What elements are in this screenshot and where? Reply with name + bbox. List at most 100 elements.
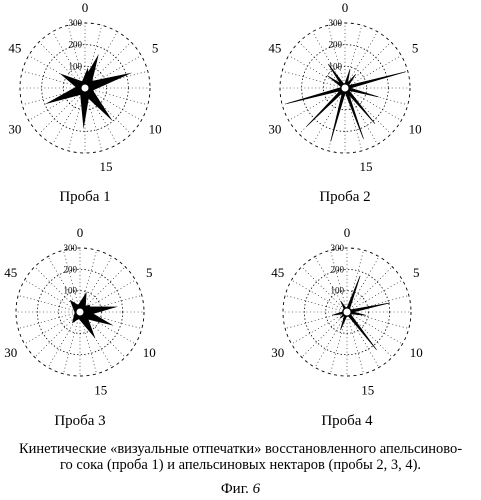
grid-ring-1 (325, 290, 369, 334)
radial-tick-label-300: 300 (331, 243, 345, 253)
radar-chart-4: 100 200 300 0 5 10 15 30 45 Проба 4 (271, 225, 423, 429)
axis-label-15: 15 (94, 382, 107, 397)
spike-6 (79, 87, 91, 130)
grid-spoke (330, 250, 348, 313)
axis-label-0: 0 (342, 0, 349, 15)
axis-label-45: 45 (8, 41, 21, 56)
radar-chart-2: 100 200 300 0 5 10 15 30 45 Проба 2 (268, 0, 421, 205)
chart-title: Проба 3 (54, 413, 105, 429)
radial-tick-label-100: 100 (331, 286, 345, 296)
axis-label-15: 15 (99, 159, 112, 174)
center-hub (342, 307, 352, 317)
radial-tick-label-100: 100 (64, 286, 78, 296)
axis-label-5: 5 (412, 41, 419, 56)
spike-7 (69, 299, 85, 316)
center-hub (75, 307, 85, 317)
grid-spoke (298, 41, 346, 89)
axis-label-10: 10 (410, 345, 423, 360)
axis-label-45: 45 (271, 265, 284, 280)
axis-label-45: 45 (4, 265, 17, 280)
axis-label-30: 30 (268, 122, 281, 137)
grid-ring-2 (303, 268, 391, 356)
axis-label-0: 0 (82, 0, 89, 15)
radar-chart-3: 100 200 300 0 5 10 15 30 45 Проба 3 (4, 225, 156, 429)
grid-spoke (314, 311, 348, 368)
axis-label-45: 45 (268, 41, 281, 56)
grid-spoke (84, 41, 132, 89)
axis-label-5: 5 (146, 265, 153, 280)
grid-spoke (346, 311, 403, 345)
grid-spoke (301, 311, 348, 358)
grid-spoke (346, 266, 393, 313)
grid-spoke (288, 87, 346, 121)
axis-label-0: 0 (344, 225, 351, 240)
radial-tick-label-200: 200 (331, 264, 345, 274)
grid-spoke (346, 279, 403, 313)
spike-3 (344, 71, 406, 90)
grid-spoke (63, 311, 81, 374)
spike-4 (345, 310, 377, 351)
spike-3 (83, 72, 133, 94)
grid-ring-outer (282, 247, 412, 377)
radial-tick-label-100: 100 (69, 61, 83, 71)
axis-label-0: 0 (77, 225, 84, 240)
grid-ring-1 (58, 290, 102, 334)
spike-1 (345, 275, 361, 313)
grid-spoke (346, 256, 380, 313)
axis-label-30: 30 (4, 345, 17, 360)
spike-6 (343, 87, 364, 140)
caption-line-2: го сока (проба 1) и апельсиновых нектаро… (59, 457, 422, 473)
axis-label-10: 10 (143, 345, 156, 360)
figure-caption: Кинетические «визуальные отпечатки» восс… (0, 441, 481, 473)
center-hub (80, 83, 90, 93)
grid-spoke (327, 25, 346, 89)
figure-label-word: Фиг. (220, 481, 249, 497)
grid-spoke (344, 55, 402, 89)
axis-label-30: 30 (271, 345, 284, 360)
grid-spoke (79, 266, 126, 313)
axis-label-5: 5 (152, 41, 159, 56)
axis-label-10: 10 (149, 122, 162, 137)
figure-label-number: 6 (252, 481, 261, 497)
center-hub (340, 83, 350, 93)
grid-spoke (291, 311, 348, 345)
caption-line-1: Кинетические «визуальные отпечатки» восс… (18, 441, 463, 457)
chart-title: Проба 1 (59, 189, 110, 205)
radial-tick-label-200: 200 (69, 40, 83, 50)
grid-spoke (18, 295, 81, 313)
radial-tick-label-300: 300 (69, 18, 83, 28)
spike-4 (77, 306, 114, 326)
grid-spoke (67, 25, 86, 89)
grid-spoke (344, 41, 392, 89)
grid-spoke (52, 31, 86, 89)
grid-spoke (312, 87, 346, 145)
radial-tick-label-300: 300 (64, 243, 78, 253)
grid-spoke (344, 31, 378, 89)
radial-tick-label-200: 200 (329, 40, 343, 50)
grid-spoke (285, 295, 348, 313)
grid-spoke (344, 87, 378, 145)
grid-ring-outer (15, 247, 145, 377)
spike-7 (44, 82, 88, 105)
radial-tick-label-300: 300 (329, 18, 343, 28)
radial-tick-label-200: 200 (64, 264, 78, 274)
grid-spoke (84, 87, 148, 106)
axis-label-30: 30 (8, 122, 21, 137)
grid-ring-2 (36, 268, 124, 356)
radial-tick-label-100: 100 (329, 61, 343, 71)
grid-spoke (52, 87, 86, 145)
axis-label-10: 10 (409, 122, 422, 137)
grid-spoke (18, 311, 81, 329)
chart-title: Проба 2 (319, 189, 370, 205)
radar-chart-1: 100 200 300 0 5 10 15 30 45 Проба 1 (8, 0, 161, 205)
chart-title: Проба 4 (321, 413, 373, 429)
grid-spoke (344, 87, 402, 121)
axis-label-15: 15 (359, 159, 372, 174)
figure-label: Фиг. 6 (0, 481, 481, 497)
grid-spoke (24, 311, 81, 345)
grid-spoke (282, 70, 346, 89)
spike-2 (79, 53, 99, 91)
axis-label-5: 5 (413, 265, 420, 280)
axis-label-15: 15 (361, 382, 374, 397)
